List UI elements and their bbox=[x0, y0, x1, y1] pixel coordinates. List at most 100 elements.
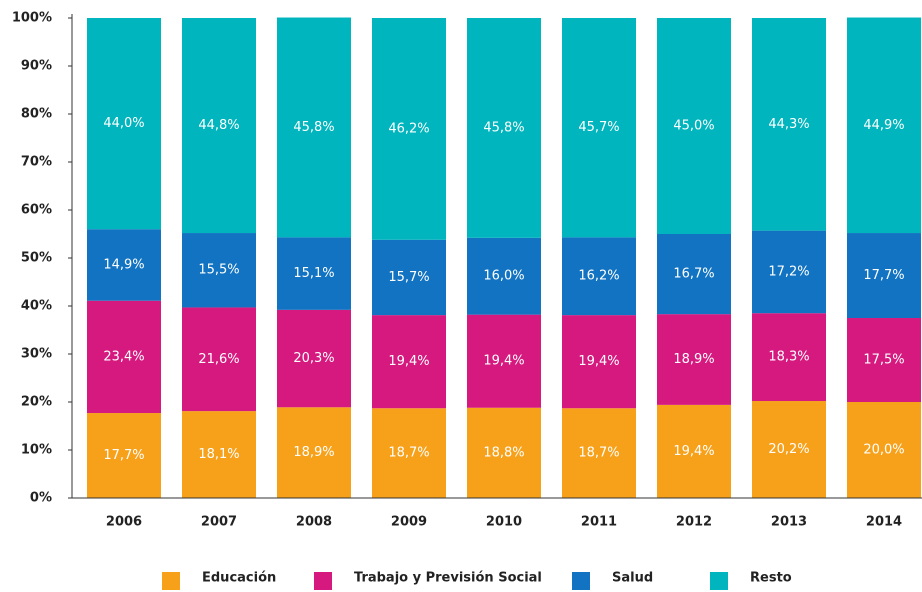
bar-segment bbox=[87, 300, 161, 414]
x-tick-label: 2010 bbox=[486, 515, 522, 530]
value-label: 19,4% bbox=[388, 354, 429, 369]
value-label: 17,5% bbox=[863, 353, 904, 368]
value-label: 45,0% bbox=[673, 119, 714, 134]
bar-segment bbox=[752, 18, 826, 231]
y-tick-label: 0% bbox=[30, 491, 52, 506]
bar-segment bbox=[277, 17, 351, 238]
value-label: 21,6% bbox=[198, 352, 239, 367]
value-label: 16,0% bbox=[483, 269, 524, 284]
value-label: 18,8% bbox=[483, 445, 524, 460]
value-label: 14,9% bbox=[103, 257, 144, 272]
bar-segment bbox=[372, 408, 446, 498]
bar-segment bbox=[752, 230, 826, 314]
value-label: 18,1% bbox=[198, 447, 239, 462]
legend-label: Resto bbox=[750, 571, 792, 586]
x-tick-label: 2013 bbox=[771, 515, 807, 530]
y-tick-label: 80% bbox=[21, 107, 52, 122]
value-label: 44,3% bbox=[768, 117, 809, 132]
value-label: 15,7% bbox=[388, 270, 429, 285]
y-tick-label: 20% bbox=[21, 395, 52, 410]
value-label: 18,7% bbox=[578, 446, 619, 461]
legend-label: Salud bbox=[612, 571, 653, 586]
bar-segment bbox=[277, 309, 351, 408]
value-label: 44,9% bbox=[863, 118, 904, 133]
bar-segment bbox=[467, 314, 541, 408]
value-label: 15,1% bbox=[293, 266, 334, 281]
value-label: 45,7% bbox=[578, 120, 619, 135]
value-label: 44,0% bbox=[103, 116, 144, 131]
y-tick-label: 50% bbox=[21, 251, 52, 266]
y-tick-label: 60% bbox=[21, 203, 52, 218]
bar-segment bbox=[87, 229, 161, 301]
bar-segment bbox=[562, 18, 636, 238]
bar-segment bbox=[752, 401, 826, 498]
value-label: 18,7% bbox=[388, 446, 429, 461]
bar-segment bbox=[182, 18, 256, 234]
bar-segment bbox=[467, 237, 541, 315]
bar-segment bbox=[182, 411, 256, 498]
bar-segment bbox=[467, 407, 541, 498]
y-tick-label: 10% bbox=[21, 443, 52, 458]
value-label: 20,3% bbox=[293, 351, 334, 366]
value-label: 20,2% bbox=[768, 442, 809, 457]
bar-segment bbox=[467, 18, 541, 238]
value-label: 20,0% bbox=[863, 443, 904, 458]
y-tick-label: 30% bbox=[21, 347, 52, 362]
bar-segment bbox=[657, 314, 731, 405]
value-label: 15,5% bbox=[198, 263, 239, 278]
x-tick-label: 2012 bbox=[676, 515, 712, 530]
legend-swatch bbox=[572, 572, 590, 590]
legend-label: Trabajo y Previsión Social bbox=[354, 571, 542, 586]
x-tick-label: 2009 bbox=[391, 515, 427, 530]
x-tick-label: 2006 bbox=[106, 515, 142, 530]
value-label: 17,7% bbox=[863, 268, 904, 283]
value-label: 17,2% bbox=[768, 264, 809, 279]
bar-segment bbox=[562, 315, 636, 409]
bar-segment bbox=[562, 408, 636, 498]
bar-segment bbox=[562, 237, 636, 316]
value-label: 17,7% bbox=[103, 448, 144, 463]
bar-segment bbox=[87, 413, 161, 498]
x-tick-label: 2008 bbox=[296, 515, 332, 530]
value-label: 16,7% bbox=[673, 267, 714, 282]
legend-swatch bbox=[314, 572, 332, 590]
bar-segment bbox=[372, 18, 446, 240]
value-label: 45,8% bbox=[483, 120, 524, 135]
bar-segment bbox=[182, 233, 256, 308]
bar-segment bbox=[847, 318, 921, 402]
value-label: 18,9% bbox=[293, 445, 334, 460]
bar-segment bbox=[277, 407, 351, 498]
value-label: 18,3% bbox=[768, 350, 809, 365]
value-label: 23,4% bbox=[103, 349, 144, 364]
value-label: 45,8% bbox=[293, 120, 334, 135]
value-label: 16,2% bbox=[578, 269, 619, 284]
bar-segment bbox=[372, 239, 446, 316]
bar-segment bbox=[847, 402, 921, 498]
bar-segment bbox=[847, 17, 921, 234]
value-label: 19,4% bbox=[673, 444, 714, 459]
legend-swatch bbox=[162, 572, 180, 590]
x-tick-label: 2011 bbox=[581, 515, 617, 530]
value-label: 46,2% bbox=[388, 121, 429, 136]
value-label: 18,9% bbox=[673, 352, 714, 367]
value-label: 19,4% bbox=[578, 354, 619, 369]
y-tick-label: 90% bbox=[21, 59, 52, 74]
y-tick-label: 70% bbox=[21, 155, 52, 170]
bar-segment bbox=[752, 313, 826, 402]
bar-segment bbox=[277, 237, 351, 310]
bar-segment bbox=[847, 233, 921, 318]
x-tick-label: 2014 bbox=[866, 515, 902, 530]
bar-segment bbox=[657, 234, 731, 315]
bar-segment bbox=[657, 404, 731, 498]
x-tick-label: 2007 bbox=[201, 515, 237, 530]
legend-swatch bbox=[710, 572, 728, 590]
value-label: 44,8% bbox=[198, 118, 239, 133]
bar-segment bbox=[372, 315, 446, 409]
legend-label: Educación bbox=[202, 571, 276, 586]
bar-segment bbox=[657, 18, 731, 234]
value-label: 19,4% bbox=[483, 354, 524, 369]
y-tick-label: 40% bbox=[21, 299, 52, 314]
y-tick-label: 100% bbox=[12, 11, 52, 26]
bar-segment bbox=[87, 18, 161, 230]
